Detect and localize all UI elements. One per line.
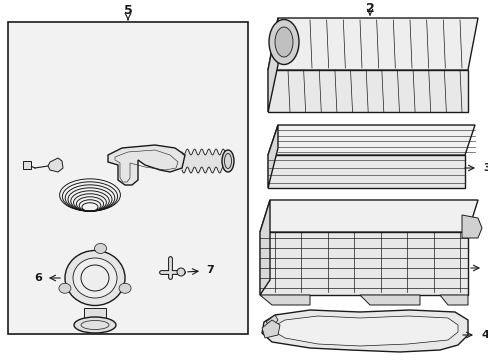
- Text: 3: 3: [482, 163, 488, 173]
- Text: 6: 6: [34, 273, 42, 283]
- Polygon shape: [267, 70, 467, 112]
- Ellipse shape: [73, 258, 117, 298]
- Polygon shape: [267, 18, 278, 112]
- Text: 5: 5: [123, 4, 132, 17]
- Polygon shape: [262, 310, 467, 352]
- Ellipse shape: [268, 19, 298, 64]
- Ellipse shape: [65, 251, 125, 306]
- Polygon shape: [359, 295, 419, 305]
- Polygon shape: [262, 320, 280, 338]
- Ellipse shape: [119, 283, 131, 293]
- FancyBboxPatch shape: [23, 161, 31, 169]
- Ellipse shape: [74, 317, 116, 333]
- Text: 2: 2: [365, 1, 374, 14]
- Polygon shape: [260, 232, 467, 295]
- Polygon shape: [274, 316, 457, 346]
- Polygon shape: [265, 315, 278, 328]
- Polygon shape: [260, 200, 269, 295]
- Ellipse shape: [94, 243, 106, 253]
- Polygon shape: [267, 155, 464, 188]
- Polygon shape: [108, 145, 184, 185]
- Polygon shape: [439, 295, 467, 305]
- Polygon shape: [267, 125, 278, 188]
- FancyBboxPatch shape: [8, 22, 247, 334]
- Text: 1: 1: [487, 263, 488, 273]
- Ellipse shape: [274, 27, 292, 57]
- Text: 7: 7: [206, 265, 213, 275]
- Polygon shape: [267, 125, 474, 155]
- Polygon shape: [461, 215, 481, 238]
- Polygon shape: [48, 158, 63, 172]
- FancyBboxPatch shape: [84, 308, 106, 326]
- Text: 4: 4: [480, 330, 488, 340]
- Ellipse shape: [59, 283, 71, 293]
- Polygon shape: [267, 18, 477, 70]
- Ellipse shape: [222, 150, 234, 172]
- Ellipse shape: [177, 268, 184, 276]
- Polygon shape: [260, 200, 477, 232]
- Polygon shape: [260, 295, 309, 305]
